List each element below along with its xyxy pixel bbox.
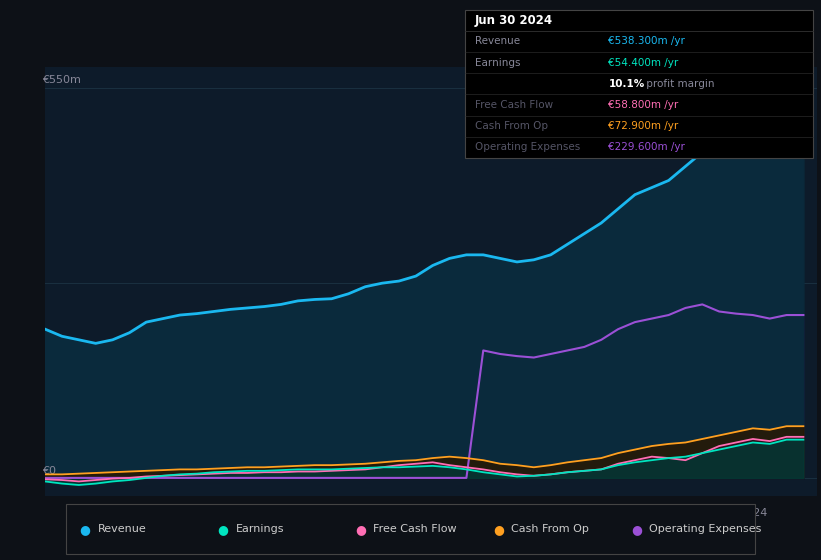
Text: €538.300m /yr: €538.300m /yr bbox=[608, 36, 686, 46]
Text: 2024: 2024 bbox=[739, 508, 767, 519]
Text: Cash From Op: Cash From Op bbox=[475, 121, 548, 131]
Text: 2020: 2020 bbox=[469, 508, 498, 519]
Text: ●: ● bbox=[80, 522, 90, 536]
Text: ●: ● bbox=[355, 522, 366, 536]
Text: Free Cash Flow: Free Cash Flow bbox=[374, 524, 457, 534]
Text: 2018: 2018 bbox=[334, 508, 363, 519]
Text: 2017: 2017 bbox=[267, 508, 296, 519]
Text: €72.900m /yr: €72.900m /yr bbox=[608, 121, 679, 131]
Text: profit margin: profit margin bbox=[643, 79, 714, 88]
Text: Revenue: Revenue bbox=[475, 36, 520, 46]
Text: €58.800m /yr: €58.800m /yr bbox=[608, 100, 679, 110]
Text: Earnings: Earnings bbox=[475, 58, 520, 68]
Text: 2023: 2023 bbox=[672, 508, 699, 519]
Text: €550m: €550m bbox=[42, 75, 80, 85]
Text: 10.1%: 10.1% bbox=[608, 79, 644, 88]
Text: Cash From Op: Cash From Op bbox=[511, 524, 589, 534]
Text: ●: ● bbox=[493, 522, 504, 536]
Text: 2021: 2021 bbox=[537, 508, 565, 519]
Text: ●: ● bbox=[631, 522, 642, 536]
Text: 2019: 2019 bbox=[401, 508, 430, 519]
Text: €0: €0 bbox=[42, 466, 56, 477]
Text: Operating Expenses: Operating Expenses bbox=[649, 524, 762, 534]
Text: Earnings: Earnings bbox=[236, 524, 284, 534]
Text: €229.600m /yr: €229.600m /yr bbox=[608, 142, 686, 152]
Text: 2016: 2016 bbox=[200, 508, 227, 519]
Text: Free Cash Flow: Free Cash Flow bbox=[475, 100, 553, 110]
Text: Operating Expenses: Operating Expenses bbox=[475, 142, 580, 152]
Text: 2014: 2014 bbox=[65, 508, 93, 519]
Text: €54.400m /yr: €54.400m /yr bbox=[608, 58, 679, 68]
Text: 2022: 2022 bbox=[604, 508, 632, 519]
Text: ●: ● bbox=[218, 522, 228, 536]
Text: 2015: 2015 bbox=[132, 508, 160, 519]
Text: Revenue: Revenue bbox=[98, 524, 146, 534]
Text: Jun 30 2024: Jun 30 2024 bbox=[475, 13, 553, 27]
